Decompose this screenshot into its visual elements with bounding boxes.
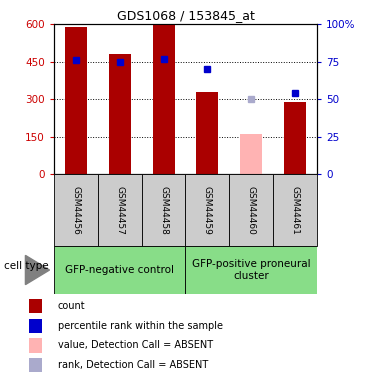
Bar — [98, 174, 142, 246]
Bar — [29, 319, 42, 333]
Bar — [240, 134, 262, 174]
Bar — [273, 174, 317, 246]
Bar — [29, 299, 42, 313]
Text: GSM44458: GSM44458 — [159, 186, 168, 234]
Bar — [186, 174, 229, 246]
Text: GSM44460: GSM44460 — [247, 186, 256, 234]
Text: GSM44459: GSM44459 — [203, 186, 212, 234]
Bar — [186, 246, 317, 294]
Text: percentile rank within the sample: percentile rank within the sample — [58, 321, 223, 331]
Polygon shape — [25, 255, 50, 285]
Bar — [152, 24, 174, 174]
Text: GFP-positive proneural
cluster: GFP-positive proneural cluster — [192, 259, 311, 281]
Bar — [54, 174, 98, 246]
Bar — [229, 174, 273, 246]
Bar — [284, 102, 306, 174]
Bar — [29, 338, 42, 352]
Bar — [54, 246, 185, 294]
Text: cell type: cell type — [4, 261, 48, 271]
Bar — [197, 92, 219, 174]
Bar — [109, 54, 131, 174]
Text: GSM44456: GSM44456 — [71, 186, 80, 234]
Bar — [65, 27, 87, 174]
Text: value, Detection Call = ABSENT: value, Detection Call = ABSENT — [58, 340, 213, 351]
Text: GSM44461: GSM44461 — [291, 186, 300, 234]
Text: GSM44457: GSM44457 — [115, 186, 124, 234]
Bar — [142, 174, 186, 246]
Title: GDS1068 / 153845_at: GDS1068 / 153845_at — [116, 9, 255, 22]
Text: GFP-negative control: GFP-negative control — [65, 265, 174, 275]
Text: rank, Detection Call = ABSENT: rank, Detection Call = ABSENT — [58, 360, 208, 370]
Text: count: count — [58, 301, 86, 311]
Bar — [29, 358, 42, 372]
